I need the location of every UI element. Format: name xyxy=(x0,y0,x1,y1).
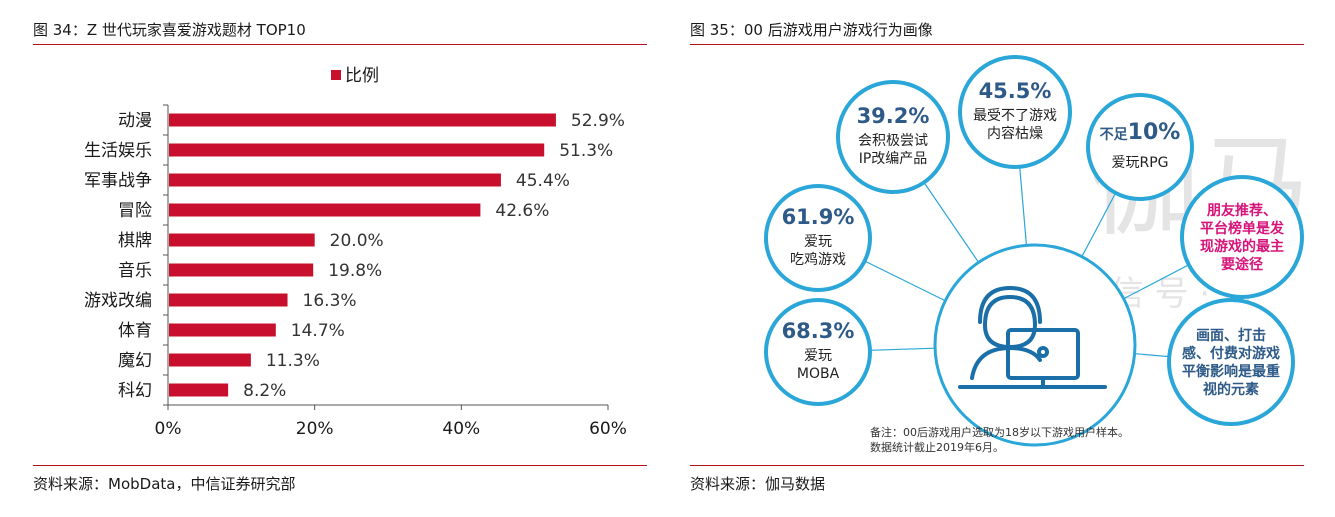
bubble-ring xyxy=(1167,298,1295,426)
bubble-value: 39.2% xyxy=(857,104,930,128)
bar xyxy=(169,263,314,277)
bubble-value: 61.9% xyxy=(782,205,855,229)
bubble-text: 朋友推荐、 xyxy=(1206,202,1277,219)
figure-source: 资料来源：伽马数据 xyxy=(690,475,826,493)
bubble-ring xyxy=(1086,93,1194,201)
bar xyxy=(169,293,288,307)
title-rule xyxy=(33,44,647,45)
bubble-text: 现游戏的最主 xyxy=(1200,238,1284,255)
category-label: 音乐 xyxy=(118,261,152,281)
center-ring xyxy=(933,243,1137,447)
bubble-text: 最受不了游戏 xyxy=(973,108,1057,124)
bubble-ring xyxy=(836,80,950,194)
bar xyxy=(169,113,556,127)
category-label: 军事战争 xyxy=(84,171,152,191)
bubble-text: 吃鸡游戏 xyxy=(790,251,846,268)
bubble-ring xyxy=(764,298,872,406)
footnote: 数据统计截止2019年6月。 xyxy=(870,440,1004,454)
bubble-value: 不足10% xyxy=(1100,120,1181,145)
footnote: 备注：00后游戏用户选取为18岁以下游戏用户样本。 xyxy=(870,425,1129,439)
source-rule xyxy=(33,465,647,466)
bubble-value: 68.3% xyxy=(782,319,855,343)
profile-bubble: 不足10% 爱玩RPG xyxy=(1086,93,1194,201)
bar xyxy=(169,143,545,157)
category-label: 生活娱乐 xyxy=(84,141,152,161)
category-label: 冒险 xyxy=(118,201,152,221)
value-label: 52.9% xyxy=(571,111,625,131)
legend-label: 比例 xyxy=(345,66,379,86)
value-label: 16.3% xyxy=(303,291,357,311)
chart-title: 图 34：Z 世代玩家喜爱游戏题材 TOP10 xyxy=(33,21,306,39)
bubble-text: MOBA xyxy=(797,366,840,382)
bar xyxy=(169,383,229,397)
profile-bubble: 39.2% 会积极尝试 IP改编产品 xyxy=(836,80,950,194)
profile-bubble: 68.3% 爱玩 MOBA xyxy=(764,298,872,406)
category-label: 游戏改编 xyxy=(84,291,152,311)
bar xyxy=(169,353,251,367)
figure-title: 图 35：00 后游戏用户游戏行为画像 xyxy=(690,21,933,39)
x-tick-label: 20% xyxy=(296,419,334,439)
bubble-ring xyxy=(764,184,872,292)
title-rule-right xyxy=(690,44,1304,45)
bubble-text: 要途径 xyxy=(1221,256,1263,273)
bar-chart: 比例 0% 20% 40% 60% 动漫 52.9% 生活娱乐 51.3% 军事战争 45.4% 冒险… xyxy=(84,66,627,439)
bubble-text: 会积极尝试 xyxy=(858,133,928,149)
legend-swatch xyxy=(331,70,341,80)
bubble-text: 画面、打击 xyxy=(1196,327,1266,344)
category-label: 魔幻 xyxy=(118,351,152,371)
bubble-text: 感、付费对游戏 xyxy=(1182,345,1280,362)
value-label: 45.4% xyxy=(516,171,570,191)
bubble-text: 内容枯燥 xyxy=(987,125,1043,142)
bar xyxy=(169,233,315,247)
bar xyxy=(169,203,481,217)
bubble-text: IP改编产品 xyxy=(859,151,928,167)
value-label: 19.8% xyxy=(328,261,382,281)
x-tick-label: 0% xyxy=(155,419,182,439)
category-label: 棋牌 xyxy=(118,231,152,251)
bubble-text: 爱玩RPG xyxy=(1111,155,1168,171)
category-label: 体育 xyxy=(118,321,152,341)
bubble-ring xyxy=(958,55,1072,169)
value-label: 14.7% xyxy=(291,321,345,341)
bar xyxy=(169,173,501,187)
value-label: 11.3% xyxy=(266,351,320,371)
user-profile-infographic: 伽马微 信 号 · 游39.2%会积极尝试IP改编产品45.5%最受不了游戏内容… xyxy=(764,55,1310,454)
bubble-text: 平衡影响是最重 xyxy=(1182,363,1280,380)
value-label: 42.6% xyxy=(495,201,549,221)
x-tick-label: 40% xyxy=(442,419,480,439)
bubble-text: 平台榜单是发 xyxy=(1200,220,1285,237)
value-label: 51.3% xyxy=(559,141,613,161)
value-label: 8.2% xyxy=(243,381,286,401)
value-label: 20.0% xyxy=(330,231,384,251)
bubble-text: 视的元素 xyxy=(1203,381,1259,398)
chart-source: 资料来源：MobData，中信证券研究部 xyxy=(33,475,296,493)
gamer-icon xyxy=(958,286,1107,389)
bubble-value: 45.5% xyxy=(979,79,1052,103)
bar xyxy=(169,323,276,337)
bubble-ring xyxy=(1180,175,1304,299)
category-label: 动漫 xyxy=(118,111,152,131)
category-label: 科幻 xyxy=(118,381,152,401)
bubble-text: 爱玩 xyxy=(804,348,832,364)
x-tick-label: 60% xyxy=(589,419,627,439)
bubble-text: 爱玩 xyxy=(804,234,832,250)
source-rule-right xyxy=(690,465,1304,466)
